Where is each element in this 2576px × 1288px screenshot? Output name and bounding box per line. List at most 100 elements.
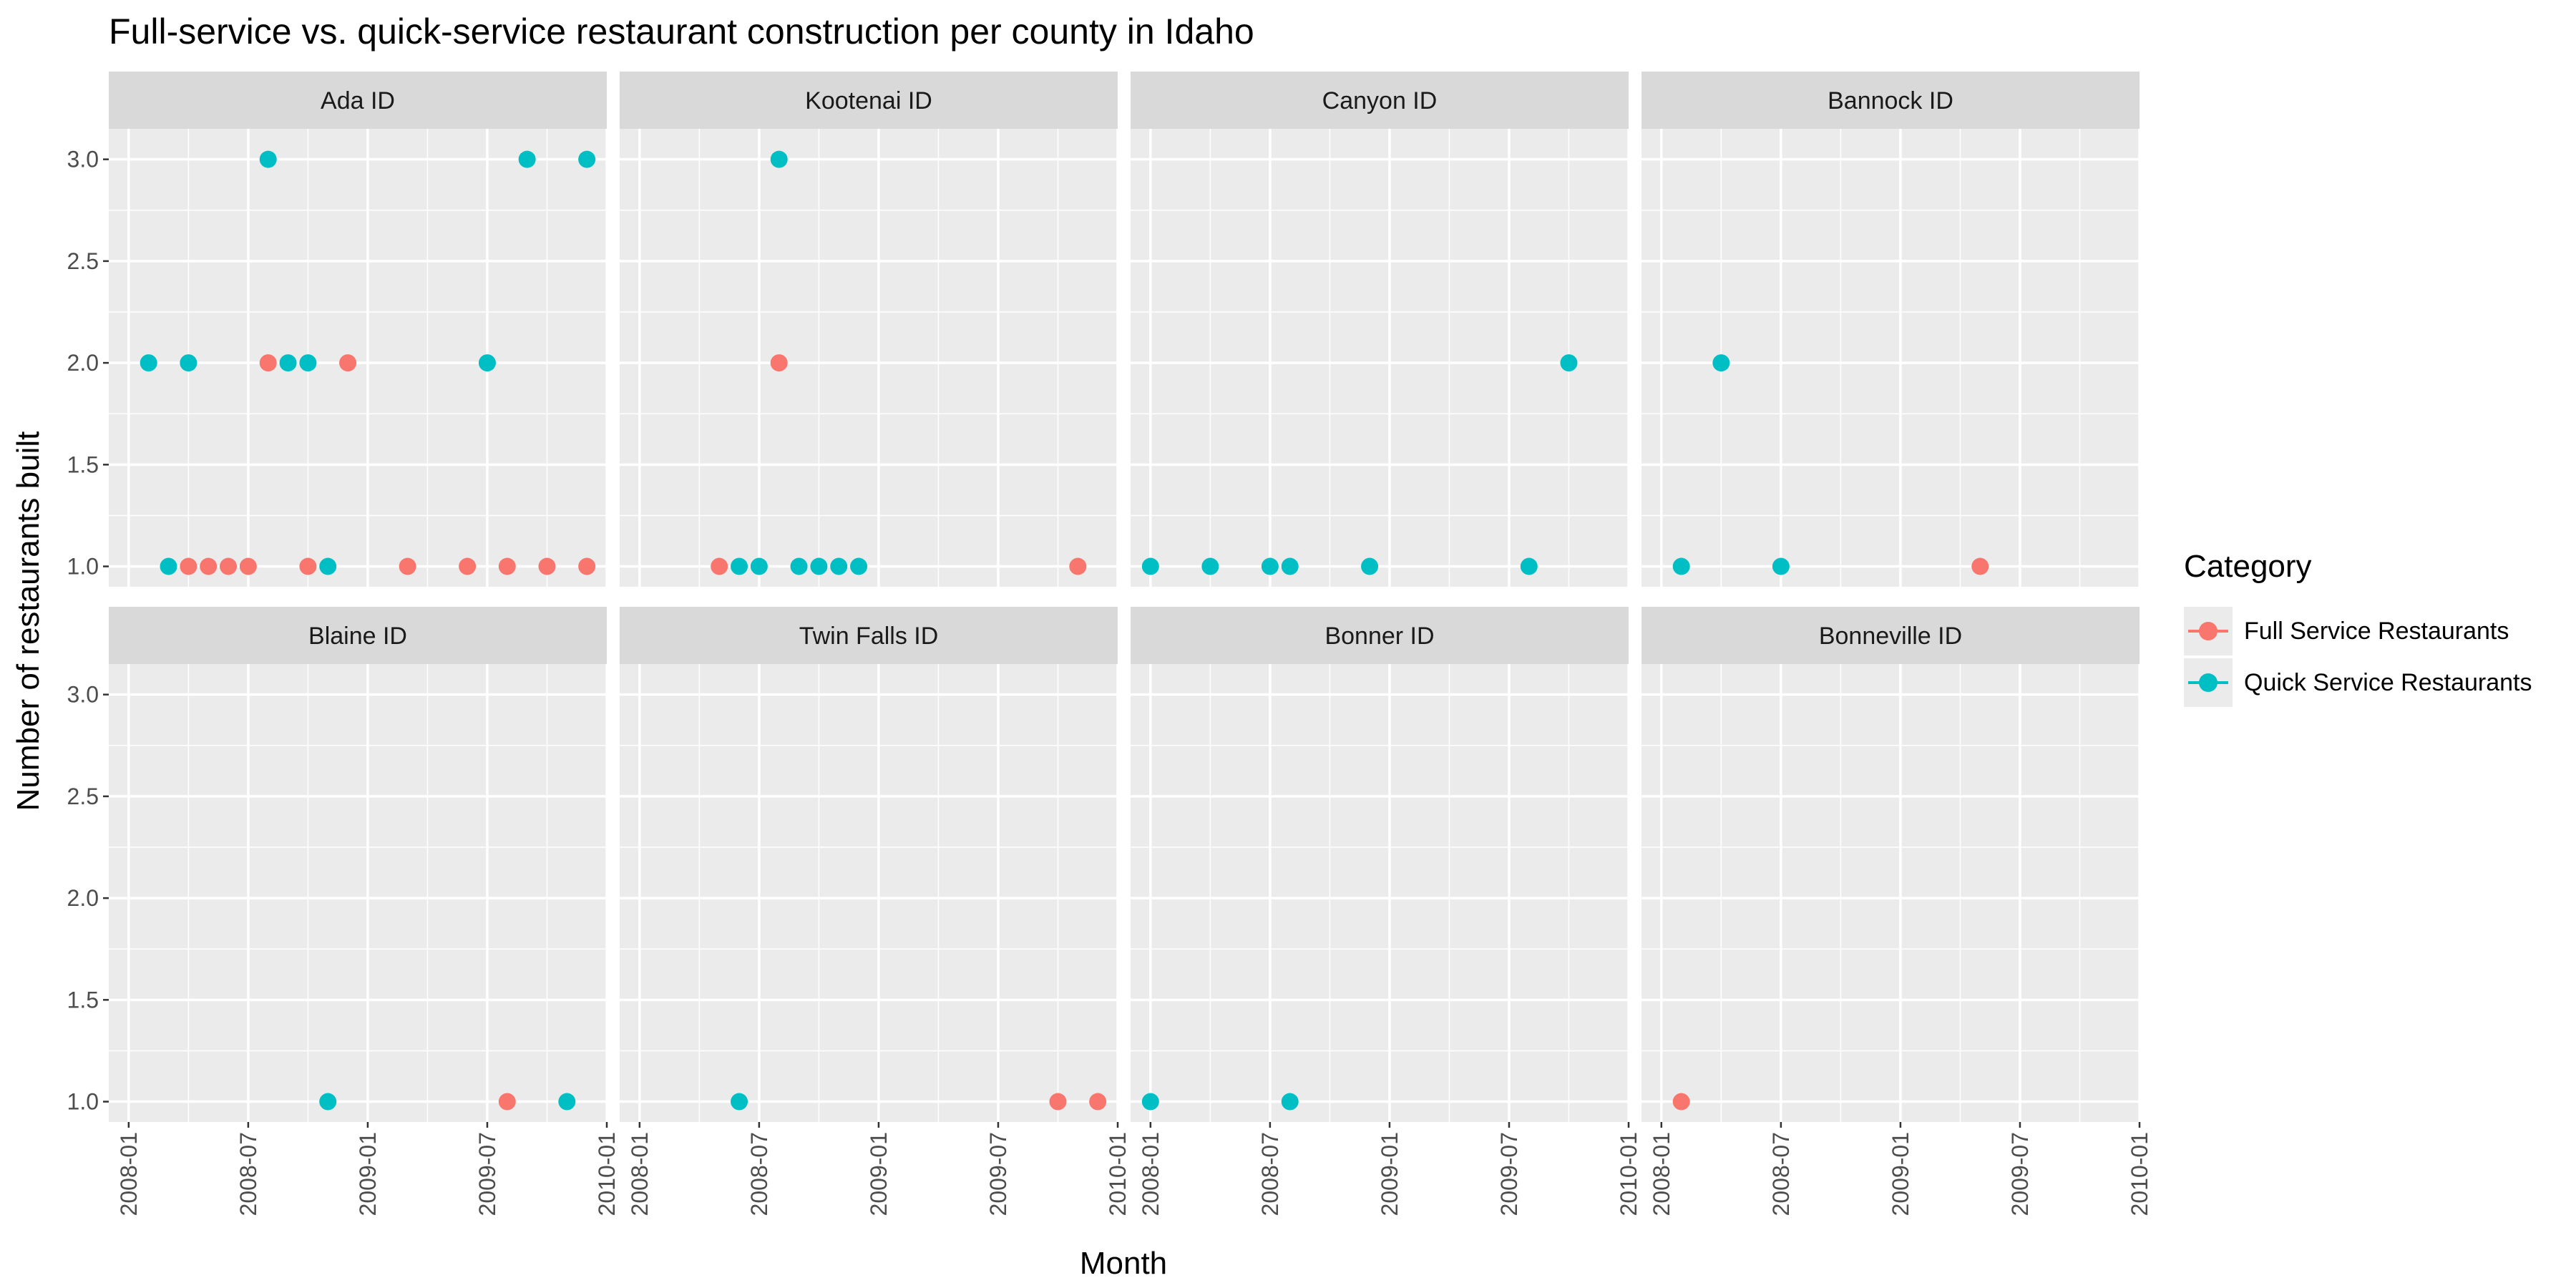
legend-label-quick-service: Quick Service Restaurants <box>2244 669 2532 696</box>
data-point-full-service <box>1672 1093 1690 1111</box>
data-point-full-service <box>1049 1093 1067 1111</box>
facet-strip <box>1131 72 1629 129</box>
facet-panel: Kootenai ID <box>620 72 1119 587</box>
x-tick-label: 2010-01 <box>1616 1132 1641 1216</box>
facet-strip <box>109 72 607 129</box>
data-point-quick-service <box>1281 557 1299 575</box>
chart-title: Full-service vs. quick-service restauran… <box>109 11 1254 52</box>
y-tick-label: 1.0 <box>67 1089 99 1115</box>
data-point-quick-service <box>1672 557 1690 575</box>
data-point-full-service <box>1089 1093 1107 1111</box>
legend-key-full-service <box>2184 607 2233 655</box>
data-point-quick-service <box>160 557 177 575</box>
x-tick-label: 2008-01 <box>1649 1132 1674 1216</box>
data-point-quick-service <box>731 1093 748 1111</box>
data-point-full-service <box>220 557 238 575</box>
data-point-quick-service <box>750 557 768 575</box>
data-point-full-service <box>200 557 218 575</box>
data-point-quick-service <box>1772 557 1790 575</box>
panel-background <box>1131 129 1629 587</box>
data-point-quick-service <box>319 557 337 575</box>
panel-background <box>620 664 1118 1122</box>
facet-panel: Ada ID 1.0 1.5 2.0 2.5 3.0 <box>67 72 608 587</box>
data-point-full-service <box>239 557 257 575</box>
x-tick-label: 2008-07 <box>746 1132 772 1216</box>
data-point-quick-service <box>1281 1093 1299 1111</box>
y-tick-label: 3.0 <box>67 682 99 708</box>
x-tick-label: 2009-07 <box>985 1132 1011 1216</box>
data-point-quick-service <box>770 150 788 168</box>
data-point-quick-service <box>790 557 808 575</box>
facet-panel: Canyon ID <box>1131 72 1630 587</box>
data-point-full-service <box>711 557 728 575</box>
y-tick-label: 1.5 <box>67 452 99 477</box>
y-tick-label: 1.0 <box>67 554 99 580</box>
data-point-quick-service <box>830 557 848 575</box>
y-tick-label: 2.5 <box>67 784 99 809</box>
y-axis-title: Number of restaurants built <box>11 431 46 811</box>
data-point-quick-service <box>810 557 828 575</box>
legend-title: Category <box>2184 549 2312 584</box>
data-point-full-service <box>498 1093 516 1111</box>
x-tick-label: 2008-01 <box>116 1132 142 1216</box>
legend-key-dot <box>2199 622 2218 640</box>
y-tick-label: 2.0 <box>67 350 99 376</box>
legend-label-full-service: Full Service Restaurants <box>2244 618 2509 645</box>
x-tick-label: 2009-07 <box>1496 1132 1522 1216</box>
data-point-quick-service <box>1361 557 1379 575</box>
panel-background <box>1641 664 2140 1122</box>
data-point-quick-service <box>1201 557 1219 575</box>
x-axis-title: Month <box>1079 1246 1168 1281</box>
data-point-quick-service <box>1520 557 1538 575</box>
data-point-full-service <box>399 557 416 575</box>
facet-strip <box>1131 607 1629 664</box>
facet-strip <box>1641 72 2140 129</box>
panel-background <box>620 129 1118 587</box>
facet-strip-label: Bonner ID <box>1324 623 1434 650</box>
data-point-full-service <box>259 354 277 372</box>
facet-strip-label: Canyon ID <box>1322 87 1438 114</box>
x-tick-label: 2008-07 <box>1768 1132 1794 1216</box>
x-tick-label: 2010-01 <box>594 1132 620 1216</box>
x-tick-label: 2009-01 <box>355 1132 381 1216</box>
facet-strip <box>1641 607 2140 664</box>
data-point-quick-service <box>140 354 157 372</box>
data-point-full-service <box>299 557 317 575</box>
x-tick-label: 2008-07 <box>235 1132 261 1216</box>
facet-strip-label: Bonneville ID <box>1819 623 1962 650</box>
y-tick-label: 1.5 <box>67 987 99 1013</box>
data-point-full-service <box>339 354 357 372</box>
data-point-quick-service <box>850 557 868 575</box>
facet-strip <box>620 607 1118 664</box>
data-point-full-service <box>1069 557 1087 575</box>
facet-panel: Blaine ID 1.0 1.5 2.0 2.5 3.0 2008-01 2008-07 20… <box>67 607 620 1216</box>
facet-strip <box>620 72 1118 129</box>
data-point-full-service <box>180 557 197 575</box>
facet-strip-label: Ada ID <box>321 87 395 114</box>
facet-strip-label: Blaine ID <box>308 623 407 650</box>
facet-strip-label: Bannock ID <box>1828 87 1953 114</box>
data-point-quick-service <box>558 1093 576 1111</box>
data-point-quick-service <box>1560 354 1578 372</box>
y-tick-label: 3.0 <box>67 147 99 172</box>
data-point-quick-service <box>518 150 536 168</box>
x-tick-label: 2009-01 <box>866 1132 892 1216</box>
x-tick-label: 2009-01 <box>1888 1132 1913 1216</box>
x-tick-label: 2010-01 <box>2127 1132 2152 1216</box>
x-tick-label: 2010-01 <box>1105 1132 1131 1216</box>
legend-key-quick-service <box>2184 658 2233 707</box>
legend: Category Full Service Restaurants Quick … <box>2184 547 2570 718</box>
data-point-quick-service <box>478 354 496 372</box>
data-point-full-service <box>578 557 596 575</box>
data-point-quick-service <box>1712 354 1730 372</box>
data-point-quick-service <box>578 150 596 168</box>
x-tick-label: 2008-01 <box>1138 1132 1163 1216</box>
facet-panel: Bannock ID <box>1641 72 2141 587</box>
data-point-quick-service <box>319 1093 337 1111</box>
facet-strip-label: Twin Falls ID <box>799 623 939 650</box>
legend-key-dot <box>2199 673 2218 692</box>
x-tick-label: 2008-01 <box>627 1132 653 1216</box>
facet-panel: Twin Falls ID 2008-01 2008-07 2009-01 2009-0… <box>620 607 1131 1216</box>
